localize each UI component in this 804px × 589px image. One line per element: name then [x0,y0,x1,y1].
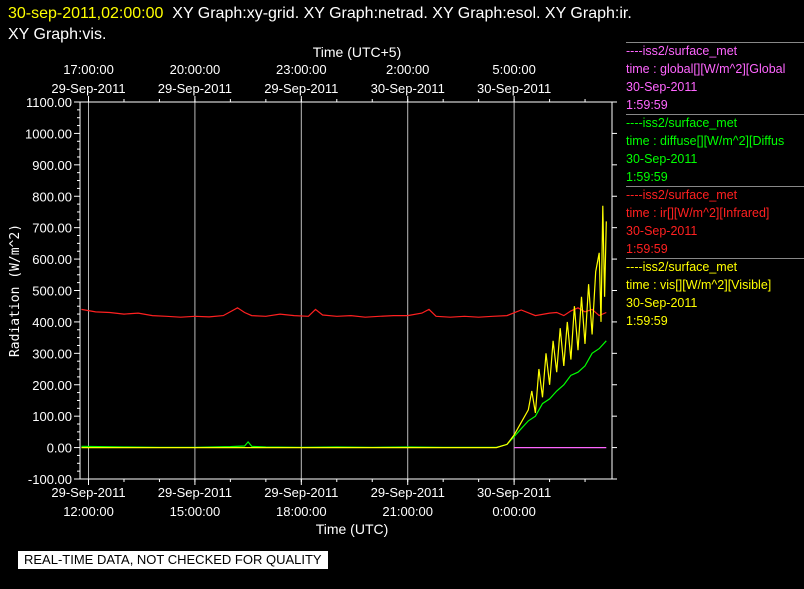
legend-date: 30-Sep-2011 [626,296,698,310]
legend-date: 30-Sep-2011 [626,80,698,94]
legend-rule [626,42,804,43]
x-top-tick-date: 30-Sep-2011 [477,81,551,96]
legend-time: 1:59:59 [626,242,668,256]
x-tick-time: 12:00:00 [63,504,114,519]
x-tick-time: 21:00:00 [382,504,433,519]
series-diffuse-line [81,340,607,448]
legend-global: ----iss2/surface_met time : global[][W/m… [626,42,804,114]
x-axis-title: Time (UTC) [316,521,389,537]
legend-time: 1:59:59 [626,314,668,328]
y-tick-label: 500.00 [32,284,72,299]
x-tick-time: 18:00:00 [276,504,327,519]
x-top-tick-date: 29-Sep-2011 [158,81,232,96]
legend-date: 30-Sep-2011 [626,224,698,238]
timestamp: 30-sep-2011,02:00:00 [8,5,164,22]
series-vis-line [81,205,607,449]
quality-notice: REAL-TIME DATA, NOT CHECKED FOR QUALITY [18,551,328,569]
x-tick-date: 29-Sep-2011 [51,485,125,500]
y-tick-label: 400.00 [32,315,72,330]
plot-frame [79,101,613,480]
legend-field: time : global[][W/m^2][Global [626,62,786,76]
x-top-tick-date: 29-Sep-2011 [51,81,125,96]
y-tick-label: 800.00 [32,189,72,204]
legend-station: ----iss2/surface_met [626,260,738,274]
legend-station: ----iss2/surface_met [626,188,738,202]
legend-station: ----iss2/surface_met [626,116,738,130]
legend-rule [626,114,804,115]
legend-rule [626,186,804,187]
x-top-tick-date: 30-Sep-2011 [371,81,445,96]
legend-field: time : vis[][W/m^2][Visible] [626,278,772,292]
x-tick-date: 30-Sep-2011 [477,485,551,500]
legend-rule [626,258,804,259]
x-top-tick-time: 23:00:00 [276,62,327,77]
y-tick-label: 200.00 [32,378,72,393]
x-top-tick-date: 29-Sep-2011 [264,81,338,96]
x-tick-date: 29-Sep-2011 [264,485,338,500]
x-tick-time: 0:00:00 [492,504,535,519]
y-tick-label: 300.00 [32,346,72,361]
graph-list: XY Graph:xy-grid. XY Graph:netrad. XY Gr… [172,5,632,22]
legend-ir: ----iss2/surface_met time : ir[][W/m^2][… [626,186,804,258]
x-top-tick-time: 17:00:00 [63,62,114,77]
y-tick-label: 1000.00 [25,126,72,141]
y-tick-label: 900.00 [32,158,72,173]
x-top-axis-title: Time (UTC+5) [313,44,402,60]
y-tick-label: 100.00 [32,409,72,424]
y-tick-label: 0.00 [47,441,72,456]
graph-list-line2: XY Graph:vis. [8,26,107,43]
x-tick-date: 29-Sep-2011 [371,485,445,500]
legend-field: time : diffuse[][W/m^2][Diffus [626,134,785,148]
x-top-tick-time: 5:00:00 [492,62,535,77]
y-tick-label: 1100.00 [26,95,72,110]
x-top-tick-time: 2:00:00 [386,62,429,77]
legend-diffuse: ----iss2/surface_met time : diffuse[][W/… [626,114,804,186]
x-top-tick-time: 20:00:00 [170,62,221,77]
x-tick-date: 29-Sep-2011 [158,485,232,500]
legend-date: 30-Sep-2011 [626,152,698,166]
header-bar: 30-sep-2011,02:00:00 XY Graph:xy-grid. X… [8,3,798,45]
legend-vis: ----iss2/surface_met time : vis[][W/m^2]… [626,258,804,330]
series-ir-line [81,307,607,318]
legend-station: ----iss2/surface_met [626,44,738,58]
legend-field: time : ir[][W/m^2][Infrared] [626,206,770,220]
x-tick-time: 15:00:00 [170,504,221,519]
legend-time: 1:59:59 [626,98,668,112]
y-tick-label: 700.00 [32,221,72,236]
y-tick-label: 600.00 [32,252,72,267]
legend-time: 1:59:59 [626,170,668,184]
y-tick-label: -100.00 [28,472,72,487]
y-axis-title: Radiation (W/m^2) [8,224,23,357]
